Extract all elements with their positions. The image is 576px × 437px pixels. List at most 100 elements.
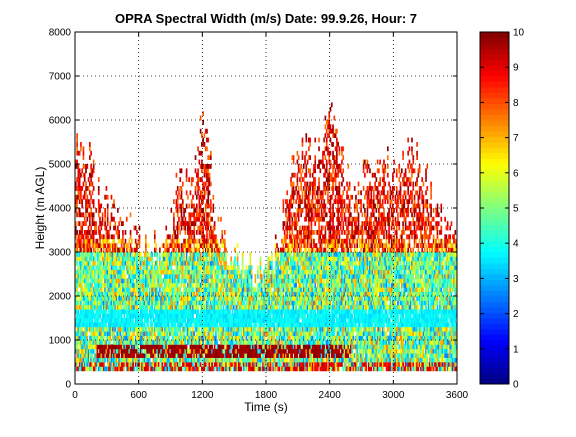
heatmap-cell [257,309,259,314]
heatmap-cell [203,252,206,257]
heatmap-cell [216,247,219,253]
heatmap-cell [78,194,81,200]
heatmap-cell [113,340,115,345]
heatmap-cell [75,287,77,292]
heatmap-cell [89,260,91,266]
heatmap-cell [190,300,193,306]
heatmap-cell [226,287,229,292]
heatmap-cell [208,296,211,301]
heatmap-cell [263,318,266,323]
heatmap-cell [129,212,132,218]
heatmap-cell [131,318,133,323]
heatmap-cell [82,287,85,292]
heatmap-cell [183,252,185,257]
heatmap-cell [201,287,203,292]
heatmap-cell [77,340,80,345]
heatmap-cell [206,177,208,182]
heatmap-cell [201,159,203,165]
heatmap-cell [255,348,258,354]
heatmap-cell [95,252,98,257]
heatmap-cell [222,326,225,332]
heatmap-cell [175,357,178,363]
heatmap-cell [85,212,87,218]
heatmap-cell [101,326,104,332]
heatmap-cell [162,291,165,297]
heatmap-cell [96,340,99,345]
heatmap-cell [162,269,165,275]
heatmap-cell [101,278,104,284]
heatmap-cell [223,313,226,319]
heatmap-cell [184,291,187,297]
heatmap-cell [249,300,252,306]
heatmap-cell [164,296,166,301]
heatmap-cell [86,313,89,319]
heatmap-cell [137,348,140,354]
heatmap-cell [100,318,103,323]
heatmap-cell [174,296,176,301]
heatmap-cell [127,309,129,314]
heatmap-cell [94,313,96,319]
heatmap-cell [178,291,180,297]
heatmap-cell [87,278,90,284]
heatmap-cell [104,331,106,336]
heatmap-cell [142,335,145,341]
heatmap-cell [253,353,255,358]
heatmap-cell [202,111,204,116]
heatmap-cell [179,344,182,350]
heatmap-cell [100,203,103,209]
heatmap-cell [90,362,92,367]
heatmap-cell [237,309,240,314]
heatmap-cell [192,194,194,200]
heatmap-cell [188,340,190,345]
heatmap-cell [192,318,194,323]
heatmap-cell [226,322,229,328]
heatmap-cell [99,357,101,363]
heatmap-cell [114,313,117,319]
heatmap-cell [243,296,245,301]
heatmap-cell [80,300,82,306]
heatmap-cell [208,177,211,182]
heatmap-cell [198,150,201,156]
heatmap-cell [178,318,180,323]
heatmap-cell [190,238,193,244]
heatmap-cell [232,265,235,270]
heatmap-cell [218,362,221,367]
heatmap-cell [286,300,289,306]
heatmap-cell [86,287,89,292]
heatmap-cell [192,304,194,310]
heatmap-cell [263,326,266,332]
heatmap-cell [115,252,118,257]
heatmap-cell [105,278,108,284]
heatmap-cell [134,304,137,310]
heatmap-cell [207,287,210,292]
heatmap-cell [268,265,271,270]
heatmap-cell [244,269,247,275]
heatmap-cell [195,296,198,301]
heatmap-cell [259,348,262,354]
heatmap-cell [267,362,269,367]
heatmap-cell [175,278,178,284]
heatmap-cell [77,278,80,284]
heatmap-cell [236,362,239,367]
heatmap-cell [282,278,285,284]
heatmap-cell [118,348,120,354]
heatmap-cell [215,269,217,275]
heatmap-cell [187,296,189,301]
heatmap-cell [181,216,184,222]
heatmap-cell [129,256,132,262]
heatmap-cell [115,300,118,306]
heatmap-cell [120,300,123,306]
heatmap-cell [137,326,140,332]
heatmap-cell [282,357,285,363]
heatmap-cell [257,296,259,301]
heatmap-cell [187,291,189,297]
heatmap-cell [95,243,98,248]
heatmap-cell [206,353,208,358]
heatmap-cell [229,353,231,358]
heatmap-cell [251,300,254,306]
heatmap-cell [76,194,78,200]
heatmap-cell [232,291,235,297]
heatmap-cell [183,362,185,367]
heatmap-cell [235,340,238,345]
